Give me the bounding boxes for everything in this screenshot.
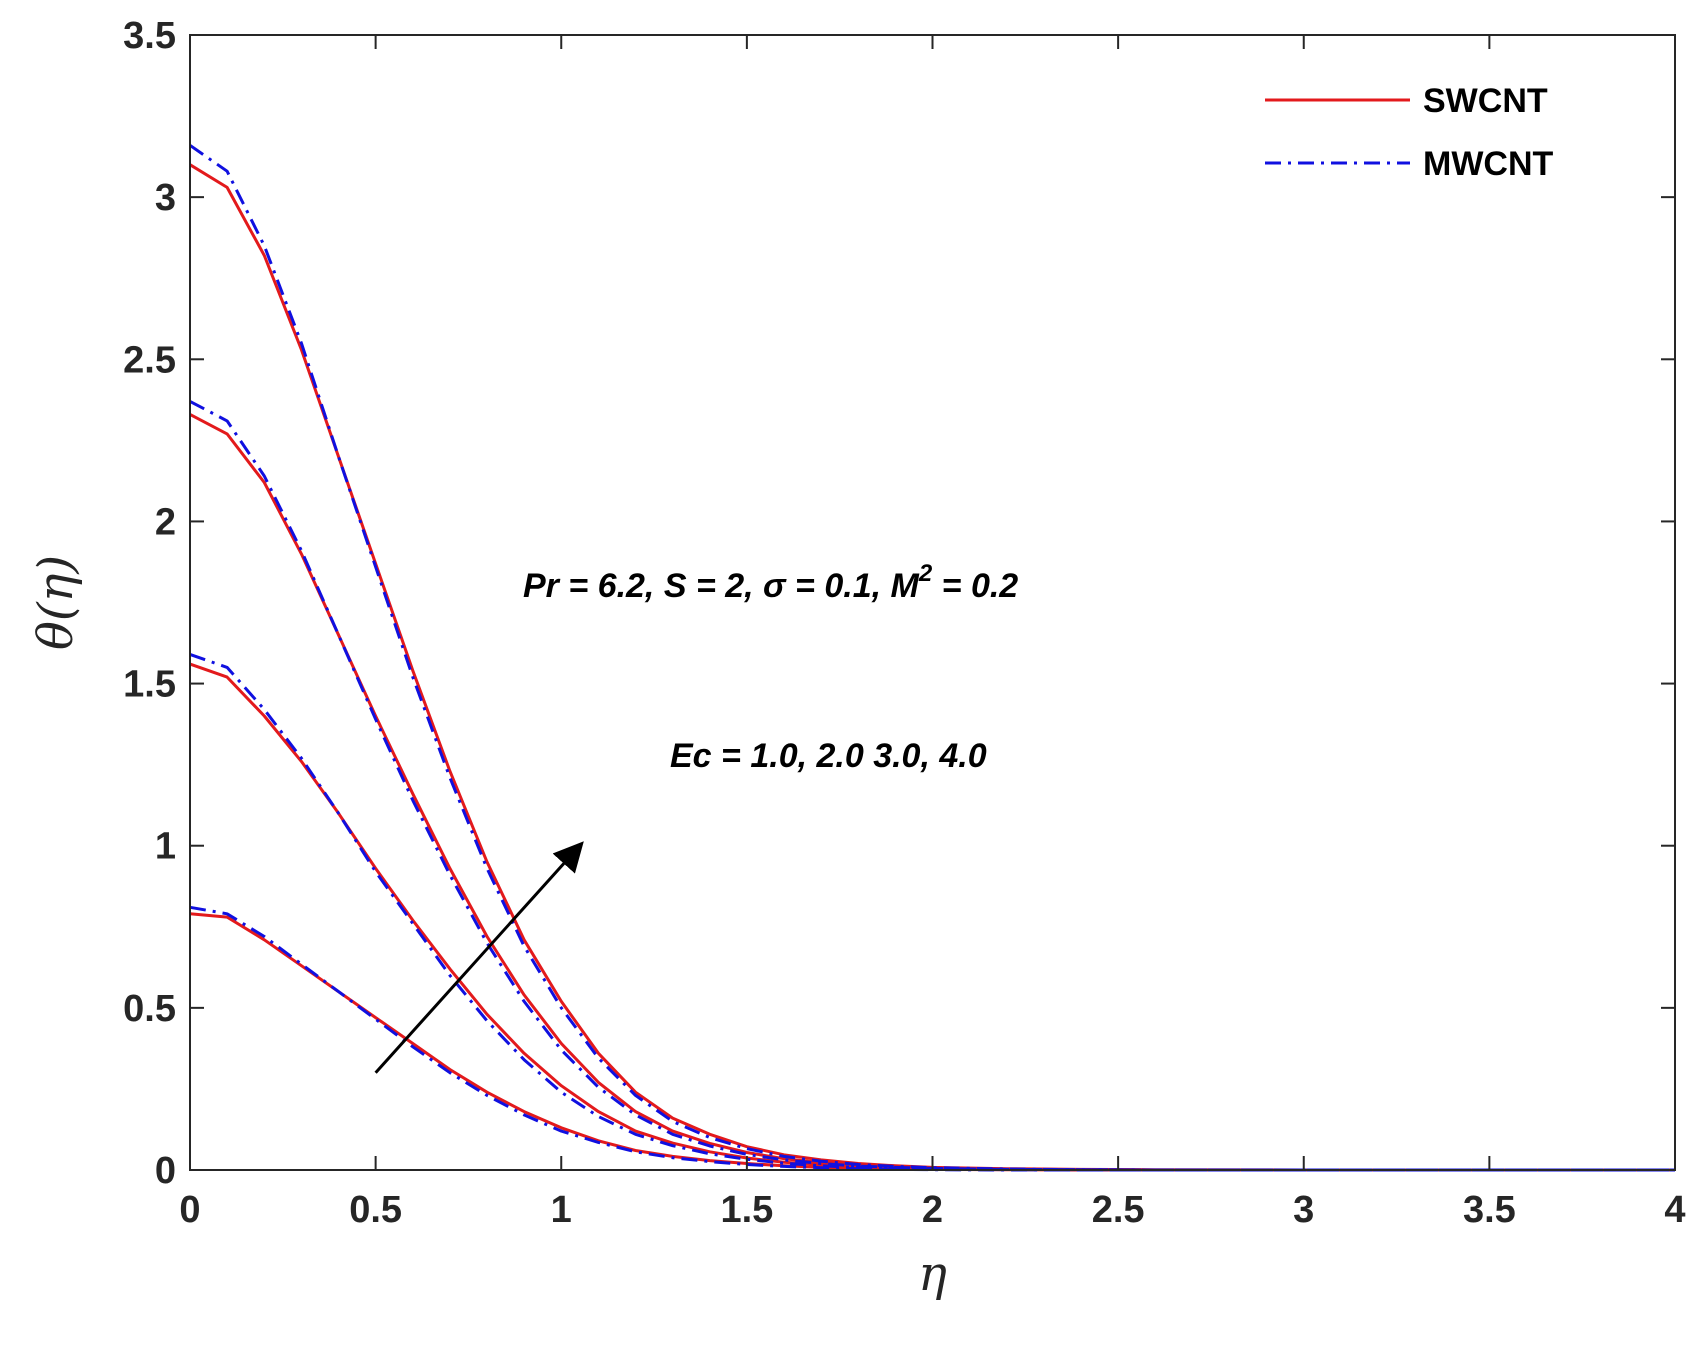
x-tick-label: 1 — [551, 1189, 572, 1231]
y-axis-label: θ(η) — [28, 555, 84, 650]
x-tick-label: 0.5 — [349, 1189, 402, 1231]
x-tick-label: 3.5 — [1463, 1189, 1516, 1231]
legend-label-mwcnt: MWCNT — [1423, 145, 1554, 183]
series-swcnt-ec-3-0 — [189, 413, 1675, 1172]
y-tick-label: 1 — [155, 826, 176, 868]
labels-layer: 0 0.5 1 1.5 2 2.5 3 3.5 4 0 0.5 1 1.5 2 2.5 3 3.5 — [123, 15, 1685, 1231]
y-tick-label: 0.5 — [123, 988, 176, 1030]
ticks-layer — [189, 34, 1676, 1171]
x-axis-label: η — [918, 1246, 947, 1302]
legend: SWCNT MWCNT — [1265, 82, 1554, 183]
y-tick-label: 3 — [155, 177, 176, 219]
legend-label-swcnt: SWCNT — [1423, 82, 1548, 120]
series-mwcnt-ec-3-0 — [189, 400, 1675, 1172]
x-tick-label: 1.5 — [720, 1189, 773, 1231]
series-mwcnt-ec-4-0 — [189, 144, 1675, 1172]
series-swcnt-ec-4-0 — [189, 163, 1675, 1172]
parameters-annotation-tail: = 0.2 — [932, 567, 1018, 605]
series-mwcnt-ec-1-0 — [189, 905, 1675, 1172]
series-mwcnt-ec-2-0 — [189, 652, 1675, 1172]
parameters-annotation-base: Pr = 6.2, S = 2, σ = 0.1, M — [523, 567, 920, 605]
x-tick-label: 2.5 — [1092, 1189, 1145, 1231]
y-tick-label: 1.5 — [123, 664, 176, 706]
series-layer — [189, 144, 1675, 1172]
x-tick-label: 4 — [1664, 1189, 1685, 1231]
y-tick-label: 3.5 — [123, 15, 176, 57]
parameters-annotation: Pr = 6.2, S = 2, σ = 0.1, M2 = 0.2 — [523, 560, 1018, 605]
ec-annotation: Ec = 1.0, 2.0 3.0, 4.0 — [670, 737, 987, 775]
y-tick-label: 2 — [155, 501, 176, 543]
increase-arrow — [374, 841, 584, 1074]
x-tick-label: 2 — [922, 1189, 943, 1231]
x-tick-label: 3 — [1293, 1189, 1314, 1231]
parameters-annotation-superscript: 2 — [918, 560, 933, 587]
series-swcnt-ec-1-0 — [189, 912, 1675, 1172]
x-tick-label: 0 — [179, 1189, 200, 1231]
y-tick-label: 2.5 — [123, 339, 176, 381]
y-tick-label: 0 — [155, 1150, 176, 1192]
